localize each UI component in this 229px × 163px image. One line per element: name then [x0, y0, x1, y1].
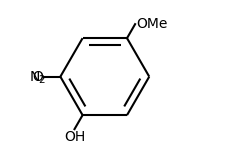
Text: OMe: OMe [136, 17, 167, 31]
Text: 2: 2 [39, 75, 45, 85]
Text: O: O [33, 70, 43, 84]
Text: OH: OH [64, 130, 85, 144]
Text: N: N [29, 70, 40, 84]
